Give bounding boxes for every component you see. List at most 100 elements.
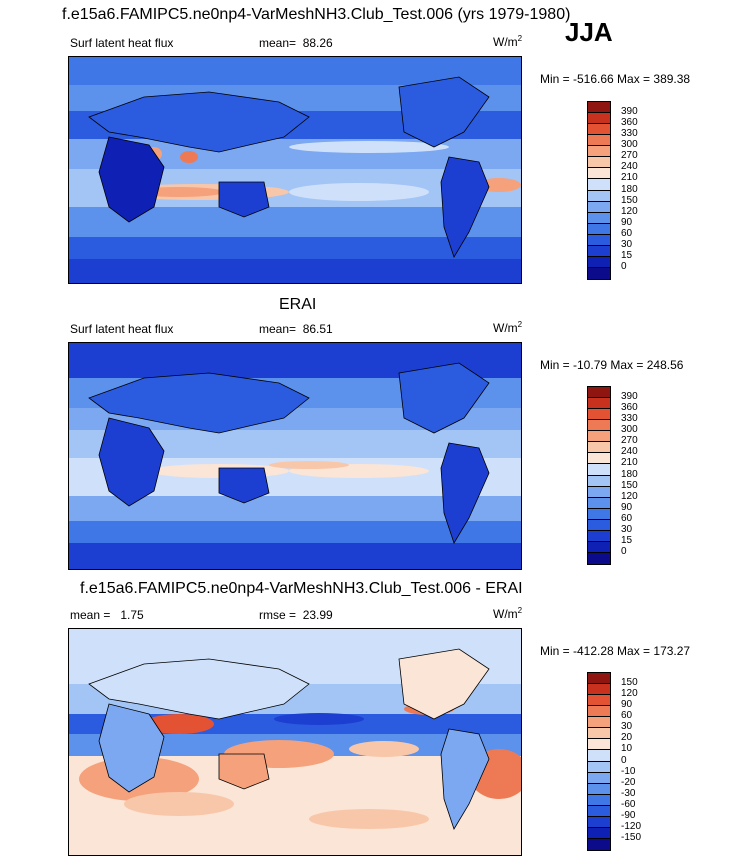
panel1-colorbar-tick-label: 270 — [621, 150, 638, 162]
panel2-mean-label: mean= 86.51 — [259, 322, 333, 336]
panel1-map — [68, 56, 522, 284]
panel3-colorbar-segment — [588, 772, 610, 784]
panel2-colorbar-tick-label: 240 — [621, 446, 638, 458]
panel2-colorbar-segment — [588, 508, 610, 520]
panel3-colorbar-tick-label: -20 — [621, 776, 636, 788]
panel2-colorbar-tick-label: 360 — [621, 402, 638, 414]
panel1-colorbar-tick-label: 180 — [621, 183, 638, 195]
panel3-colorbar-tick-label: -120 — [621, 820, 642, 832]
panel3-minmax: Min = -412.28 Max = 173.27 — [540, 644, 691, 658]
panel1-colorbar-segment — [588, 245, 610, 257]
panel2-colorbar-tick-label: 210 — [621, 457, 638, 469]
panel2-colorbar-segment — [588, 552, 610, 564]
panel1-colorbar-segment — [588, 102, 610, 114]
panel1-variable-label: Surf latent heat flux — [70, 36, 174, 50]
panel2-colorbar-tick-label: 390 — [621, 391, 638, 403]
panel3-map-svg — [69, 629, 521, 855]
panel3-colorbar-segment — [588, 750, 610, 762]
panel1-colorbar-tick-label: 240 — [621, 161, 638, 173]
panel1-colorbar-tick-label: 210 — [621, 172, 638, 184]
panel3-colorbar-tick-label: 60 — [621, 710, 633, 722]
panel1-colorbar-segment — [588, 201, 610, 213]
panel3-colorbar-segment — [588, 706, 610, 718]
panel2-colorbar-segment — [588, 409, 610, 421]
panel3-colorbar-tick-label: -90 — [621, 809, 636, 821]
panel2-colorbar-tick-label: 120 — [621, 490, 638, 502]
panel2-colorbar-segment — [588, 519, 610, 531]
figure-title: f.e15a6.FAMIPC5.ne0np4-VarMeshNH3.Club_T… — [62, 6, 571, 23]
panel2-colorbar-segment — [588, 475, 610, 487]
panel2-mean-value: 86.51 — [302, 322, 333, 336]
panel1-colorbar-tick-label: 30 — [621, 238, 633, 250]
panel2-colorbar-tick-label: 90 — [621, 501, 633, 513]
panel1-colorbar-tick-label: 390 — [621, 106, 638, 118]
panel2-colorbar-tick-label: 330 — [621, 413, 638, 425]
panel1-colorbar-segment — [588, 234, 610, 246]
panel2-map-svg — [69, 343, 521, 569]
panel3-colorbar-segment — [588, 728, 610, 740]
panel3-colorbar-segment — [588, 673, 610, 685]
panel2-colorbar-segment — [588, 486, 610, 498]
season-label: JJA — [565, 17, 613, 47]
panel3-colorbar-segment — [588, 783, 610, 795]
panel1-colorbar-segment — [588, 168, 610, 180]
panel3-colorbar-segment — [588, 695, 610, 707]
panel3-map — [68, 628, 522, 856]
panel1-colorbar-labels: 390 360 330 300 270 240 210 180 150 120 90 60 30 15 0 — [621, 101, 661, 278]
panel2-colorbar-segment — [588, 431, 610, 443]
panel3-colorbar — [587, 672, 611, 851]
panel2-colorbar-segment — [588, 420, 610, 432]
panel1-colorbar-segment — [588, 135, 610, 147]
panel2-variable-label: Surf latent heat flux — [70, 322, 174, 336]
panel1-units: W/m2 — [493, 34, 523, 49]
panel1-colorbar-segment — [588, 179, 610, 191]
panel3-colorbar-segment — [588, 816, 610, 828]
panel1-colorbar-tick-label: 15 — [621, 249, 633, 261]
panel2-colorbar-labels: 390 360 330 300 270 240 210 180 150 120 90 60 30 15 0 — [621, 386, 661, 563]
panel2-colorbar-segment — [588, 453, 610, 465]
panel1-colorbar-segment — [588, 190, 610, 202]
panel1-colorbar-segment — [588, 124, 610, 136]
panel2-heading: ERAI — [279, 296, 317, 313]
panel3-mean-value: 1.75 — [120, 608, 144, 622]
panel3-colorbar-tick-label: -30 — [621, 787, 636, 799]
panel3-colorbar-tick-label: 150 — [621, 677, 638, 689]
panel1-colorbar-tick-label: 0 — [621, 260, 627, 272]
panel1-colorbar-tick-label: 330 — [621, 128, 638, 140]
panel3-colorbar-tick-label: 120 — [621, 688, 638, 700]
panel1-map-svg — [69, 57, 521, 283]
panel2-colorbar-tick-label: 150 — [621, 479, 638, 491]
panel3-colorbar-segment — [588, 805, 610, 817]
panel1-colorbar-segment — [588, 157, 610, 169]
panel2-colorbar — [587, 386, 611, 565]
panel1-colorbar-tick-label: 60 — [621, 227, 633, 239]
panel3-colorbar-tick-label: 20 — [621, 732, 633, 744]
panel3-colorbar-tick-label: -10 — [621, 765, 636, 777]
panel2-colorbar-segment — [588, 541, 610, 553]
panel2-colorbar-tick-label: 180 — [621, 468, 638, 480]
panel2-colorbar-tick-label: 30 — [621, 523, 633, 535]
panel2-colorbar-tick-label: 15 — [621, 534, 633, 546]
panel3-colorbar-segment — [588, 838, 610, 850]
panel2-colorbar-segment — [588, 387, 610, 399]
panel1-mean-value: 88.26 — [302, 36, 333, 50]
panel3-colorbar-tick-label: 30 — [621, 721, 633, 733]
panel1-colorbar-segment — [588, 267, 610, 279]
panel3-colorbar-tick-label: 0 — [621, 754, 627, 766]
panel3-rmse-label: rmse = 23.99 — [259, 608, 333, 622]
panel2-minmax: Min = -10.79 Max = 248.56 — [540, 358, 684, 372]
panel3-colorbar-tick-label: 90 — [621, 699, 633, 711]
panel2-colorbar-segment — [588, 530, 610, 542]
panel2-colorbar-segment — [588, 497, 610, 509]
panel1-colorbar-segment — [588, 212, 610, 224]
panel3-units: W/m2 — [493, 606, 523, 621]
panel1-colorbar-tick-label: 360 — [621, 117, 638, 129]
panel2-colorbar-tick-label: 60 — [621, 512, 633, 524]
panel3-colorbar-tick-label: -150 — [621, 831, 642, 843]
panel2-colorbar-tick-label: 0 — [621, 545, 627, 557]
panel1-colorbar-tick-label: 120 — [621, 205, 638, 217]
panel1-colorbar — [587, 101, 611, 280]
panel1-colorbar-segment — [588, 223, 610, 235]
panel2-map — [68, 342, 522, 570]
panel3-colorbar-segment — [588, 739, 610, 751]
